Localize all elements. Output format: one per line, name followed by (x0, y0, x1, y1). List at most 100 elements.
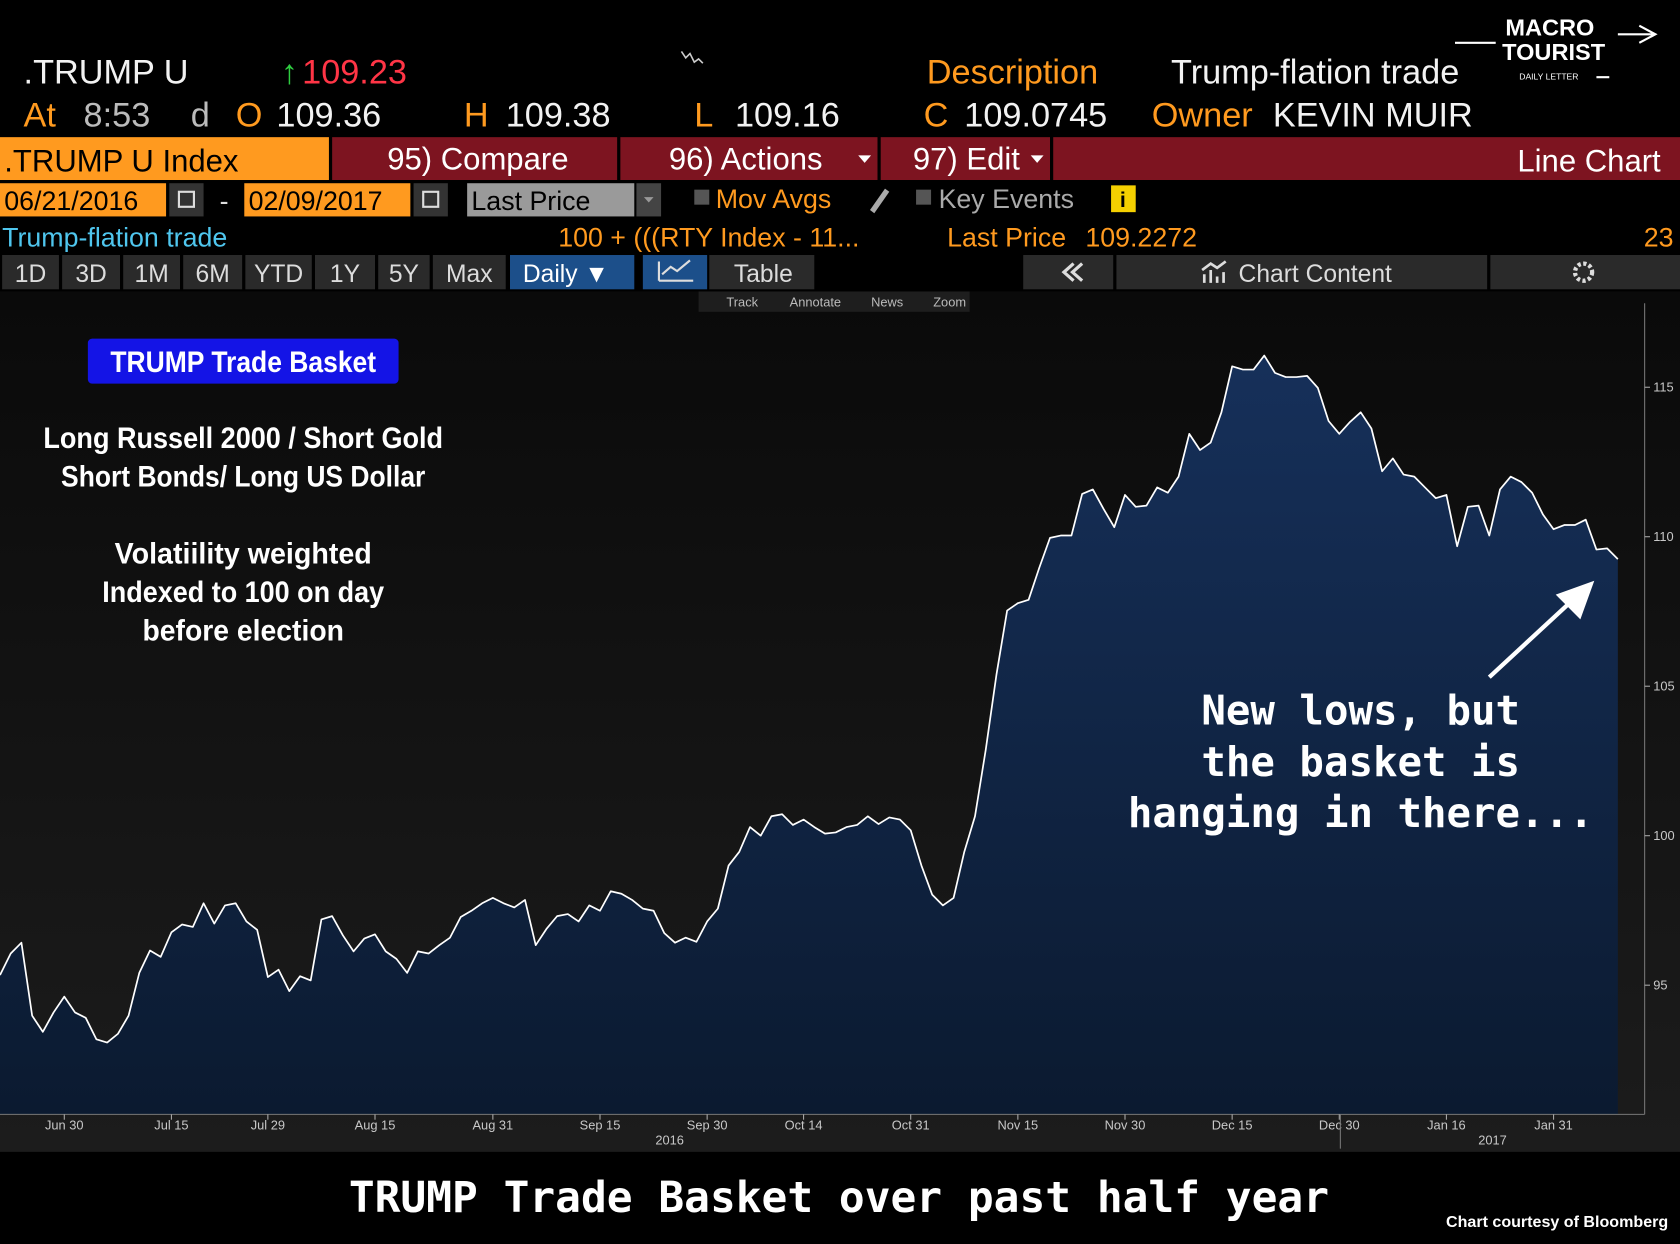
date-separator: - (220, 186, 229, 216)
chart-content[interactable]: Chart Content (1239, 261, 1392, 288)
year-label: 2017 (1478, 1132, 1507, 1147)
squiggle (680, 50, 704, 64)
calendar-button[interactable] (413, 183, 448, 217)
compare-button[interactable] (332, 137, 618, 181)
y-tick-label: 110 (1653, 529, 1673, 544)
annotation-text: Volatiility weighted (115, 538, 372, 571)
period-tabs: 1D 3D 1M 6M YTD 1Y 5Y Max (2, 255, 506, 290)
start-date[interactable]: 06/21/2016 (4, 186, 138, 216)
line (0, 354, 1619, 1044)
y-tick-label: 100 (1653, 828, 1674, 843)
x-tick-label: Jul 15 (154, 1117, 188, 1132)
annotation-box (87, 338, 399, 384)
frequency[interactable]: Daily ▼ (523, 261, 609, 288)
dropdown-arrow (1030, 155, 1044, 163)
x-tick-label: Nov 30 (1105, 1117, 1146, 1132)
index-box[interactable] (0, 137, 329, 181)
collapse-button[interactable] (1023, 255, 1114, 290)
high: 109.38 (506, 96, 611, 134)
year-label: 2016 (655, 1132, 684, 1147)
chart-tool[interactable]: News (871, 294, 903, 309)
key-events[interactable]: Key Events (939, 184, 1074, 214)
open: 109.36 (276, 96, 381, 134)
source: Chart courtesy of Bloomberg (1446, 1213, 1668, 1231)
x-tick-label: Dec 15 (1212, 1117, 1253, 1132)
period-tab[interactable] (378, 255, 430, 290)
period-tab-label[interactable]: 1M (134, 261, 168, 288)
start-date-box[interactable] (0, 183, 167, 217)
period-tab[interactable] (245, 255, 312, 290)
at-label: At (24, 96, 57, 134)
logo-line3: DAILY LETTER (1519, 71, 1578, 81)
x-tick-label: Sep 30 (687, 1117, 728, 1132)
table-tab[interactable]: Table (734, 261, 793, 288)
info-button[interactable] (1111, 185, 1136, 213)
mov-avgs[interactable]: Mov Avgs (716, 184, 832, 214)
low-label: L (694, 96, 713, 134)
time: 8:53 (84, 96, 151, 134)
x-tick-label: Nov 15 (998, 1117, 1039, 1132)
y-tick-label: 115 (1653, 380, 1673, 395)
x-tick-label: Sep 15 (580, 1117, 621, 1132)
actions-label[interactable]: 96) Actions (669, 141, 823, 176)
period-tab-label[interactable]: 1Y (330, 261, 360, 288)
d-label: d (191, 96, 210, 134)
description-label: Description (927, 54, 1098, 92)
chart-type-bar (1053, 137, 1680, 181)
low: 109.16 (735, 96, 840, 134)
frequency-button[interactable] (510, 255, 635, 290)
calendar-button[interactable] (169, 183, 204, 217)
x-tick-label: Jan 31 (1534, 1117, 1573, 1132)
chart-tool[interactable]: Zoom (933, 294, 966, 309)
x-tick-label: Oct 31 (892, 1117, 930, 1132)
actions-button[interactable] (620, 137, 878, 181)
compare-label[interactable]: 95) Compare (387, 141, 568, 176)
open-label: O (236, 96, 263, 134)
caption: TRUMP Trade Basket over past half year (349, 1173, 1329, 1223)
line-chart-button[interactable] (642, 255, 708, 290)
series-count: 23 (1644, 222, 1674, 252)
logo-line1: MACRO (1505, 14, 1594, 40)
x-tick-label: Oct 14 (785, 1117, 823, 1132)
period-tab-label[interactable]: 5Y (389, 261, 419, 288)
x-tick-label: Aug 31 (472, 1117, 513, 1132)
period-tab[interactable] (62, 255, 120, 290)
callout-text: New lows, but (1201, 686, 1520, 734)
chart-type: Line Chart (1517, 143, 1661, 178)
callout-arrow (1487, 596, 1577, 679)
dropdown-arrow (858, 155, 872, 163)
period-tab-label[interactable]: 3D (75, 261, 106, 288)
end-date[interactable]: 02/09/2017 (249, 186, 383, 216)
chart-tools (698, 291, 970, 312)
close-label: C (924, 96, 949, 134)
callout-arrowhead (1555, 580, 1595, 620)
period-tab[interactable] (183, 255, 243, 290)
logo: MACRO TOURIST DAILY LETTER (1455, 8, 1658, 88)
chart-tool[interactable]: Track (726, 294, 758, 309)
chart-content-button[interactable] (1116, 255, 1488, 290)
period-tab-label[interactable]: 6M (196, 261, 230, 288)
checkbox[interactable] (694, 189, 710, 205)
series-name: Trump-flation trade (2, 222, 227, 252)
annotation-title: TRUMP Trade Basket (110, 346, 376, 379)
field[interactable]: Last Price (471, 186, 590, 216)
period-tab-label[interactable]: 1D (15, 261, 46, 288)
period-tab[interactable] (432, 255, 506, 290)
end-date-box[interactable] (244, 183, 411, 217)
info-label[interactable]: i (1120, 188, 1126, 212)
x-tick-label: Aug 15 (355, 1117, 396, 1132)
chart-tool[interactable]: Annotate (790, 294, 841, 309)
field-box[interactable] (467, 183, 635, 217)
pencil-icon[interactable] (870, 188, 890, 214)
checkbox[interactable] (916, 189, 932, 205)
index-name[interactable]: .TRUMP U Index (4, 143, 239, 178)
period-tab-label[interactable]: YTD (254, 261, 303, 288)
period-tab-label[interactable]: Max (446, 261, 493, 288)
edit-button[interactable] (880, 137, 1050, 181)
period-tab[interactable] (2, 255, 59, 290)
period-tab[interactable] (315, 255, 375, 290)
edit-label[interactable]: 97) Edit (913, 141, 1020, 176)
period-tab[interactable] (123, 255, 180, 290)
table-button[interactable] (709, 255, 815, 290)
